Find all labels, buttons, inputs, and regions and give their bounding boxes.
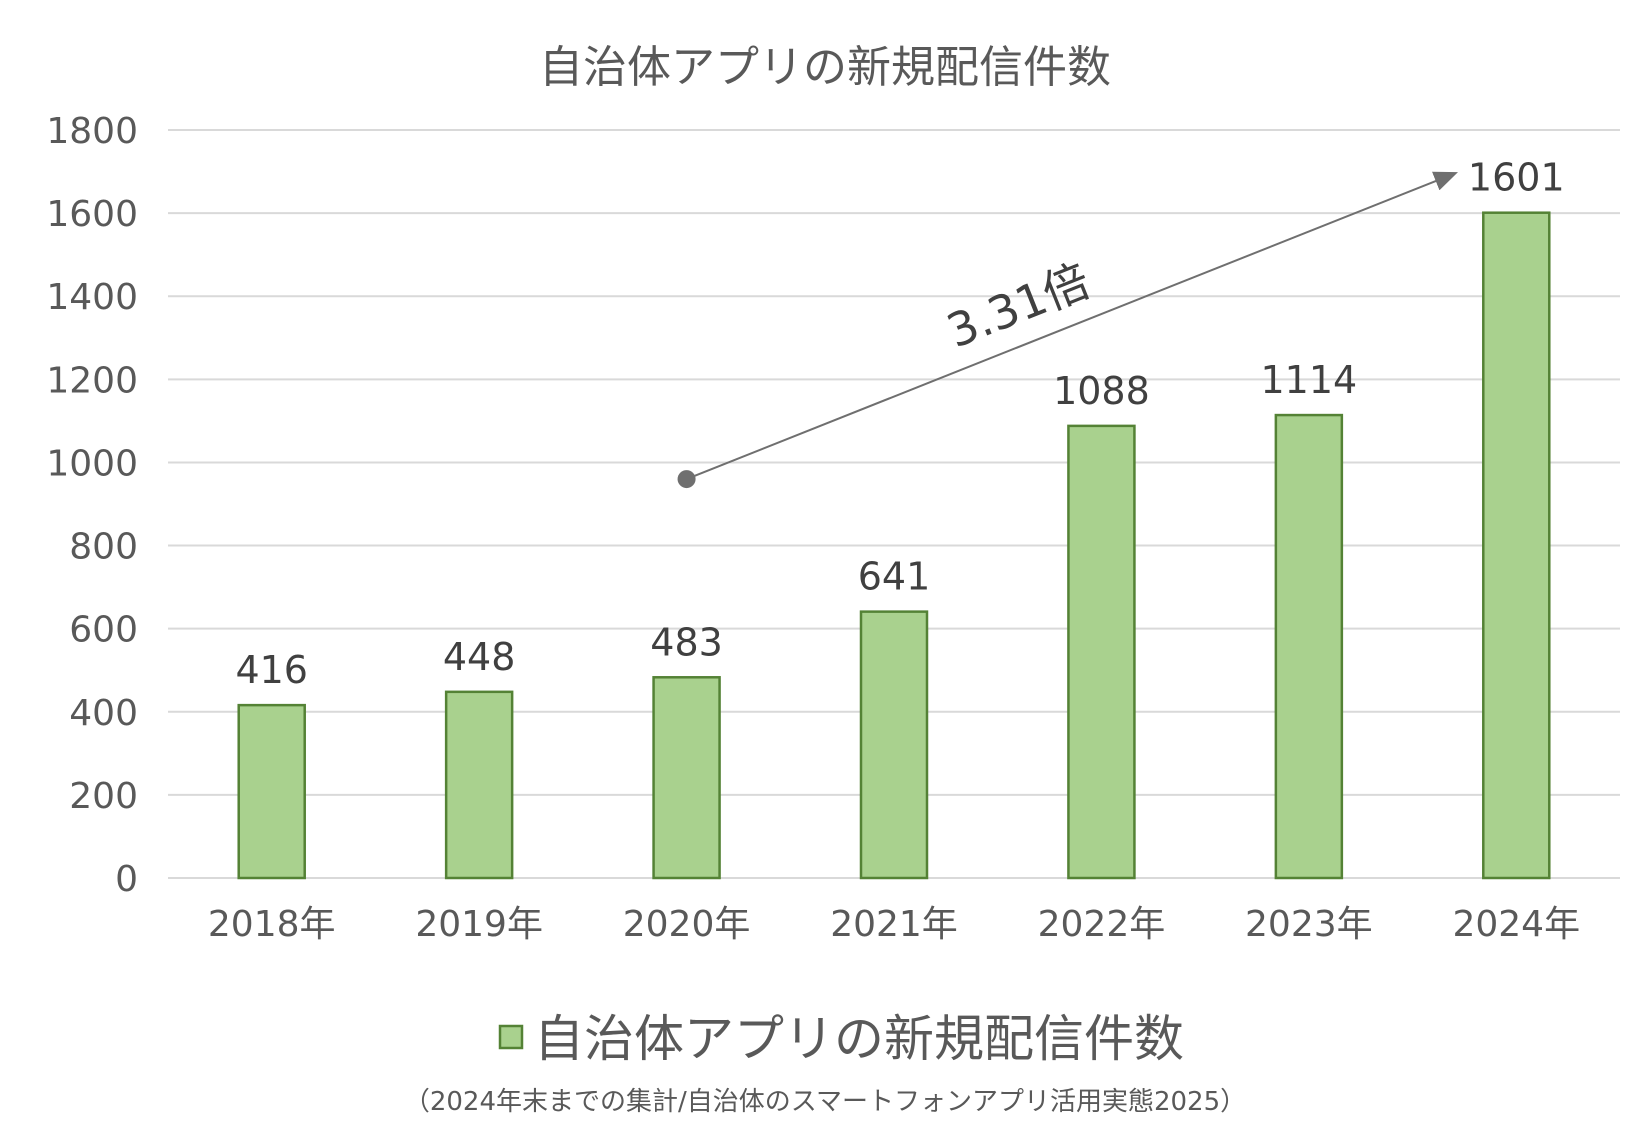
- bar: [237, 703, 306, 880]
- bars: [237, 211, 1551, 880]
- legend-swatch: [498, 1024, 524, 1050]
- growth-arrow: [686, 171, 1459, 480]
- x-tick-label: 2023年: [1245, 904, 1373, 945]
- y-tick-label: 200: [69, 776, 138, 817]
- x-tick-label: 2021年: [830, 904, 958, 945]
- data-label: 483: [650, 620, 723, 664]
- data-label: 1601: [1468, 156, 1565, 200]
- bar: [1067, 424, 1136, 880]
- data-label: 416: [235, 648, 308, 692]
- bar: [1482, 211, 1551, 880]
- bar: [444, 690, 514, 880]
- growth-annotation-label: 3.31倍: [940, 253, 1098, 358]
- bar: [859, 610, 929, 880]
- y-tick-label: 1800: [46, 111, 138, 152]
- y-tick-label: 0: [115, 859, 138, 900]
- bar: [1274, 413, 1344, 880]
- legend: 自治体アプリの新規配信件数: [498, 1010, 1184, 1068]
- data-label: 1114: [1260, 358, 1357, 402]
- data-labels: 416 448 483 641 1088 1114 1601: [235, 156, 1564, 692]
- x-tick-label: 2020年: [623, 904, 751, 945]
- y-axis-ticks: 0 200 400 600 800 1000 1200 1400 1600 1800: [46, 111, 138, 900]
- y-tick-label: 1600: [46, 194, 138, 235]
- data-label: 641: [858, 555, 931, 599]
- y-tick-label: 1400: [46, 277, 138, 318]
- x-tick-label: 2022年: [1038, 904, 1166, 945]
- growth-arrow-start-dot: [677, 470, 696, 489]
- x-tick-label: 2019年: [415, 904, 543, 945]
- chart-title: 自治体アプリの新規配信件数: [539, 42, 1111, 93]
- data-label: 448: [443, 635, 516, 679]
- gridlines: [168, 129, 1620, 879]
- y-tick-label: 600: [69, 610, 138, 651]
- y-tick-label: 1000: [46, 443, 138, 484]
- legend-label: 自治体アプリの新規配信件数: [534, 1010, 1184, 1068]
- data-label: 1088: [1053, 369, 1150, 413]
- source-note: （2024年末までの集計/自治体のスマートフォンアプリ活用実態2025）: [404, 1087, 1246, 1117]
- y-tick-label: 1200: [46, 360, 138, 401]
- bar: [652, 676, 721, 880]
- y-tick-label: 400: [69, 693, 138, 734]
- x-tick-label: 2018年: [208, 904, 336, 945]
- x-axis-ticks: 2018年 2019年 2020年 2021年 2022年 2023年 2024年: [208, 904, 1580, 945]
- y-tick-label: 800: [69, 527, 138, 568]
- x-tick-label: 2024年: [1452, 904, 1580, 945]
